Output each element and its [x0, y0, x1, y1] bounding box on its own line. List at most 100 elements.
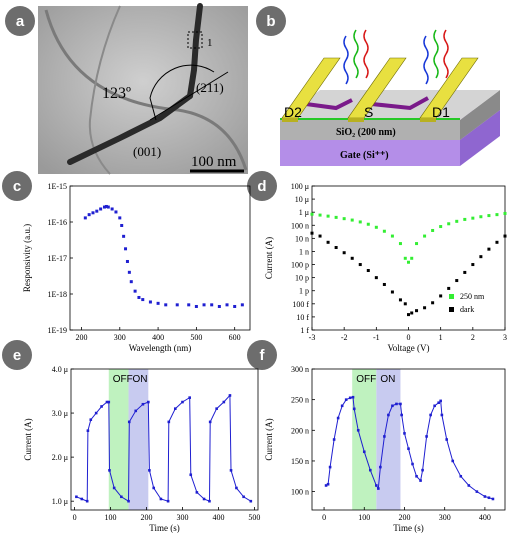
selected-region-box — [187, 31, 203, 49]
data-point — [124, 247, 128, 251]
data-point — [400, 413, 403, 417]
data-point — [173, 407, 177, 410]
data-point — [100, 405, 103, 408]
light-ray-green-1 — [353, 29, 359, 79]
data-point — [332, 438, 336, 441]
legend-swatch — [449, 307, 454, 312]
light-ray-green-2 — [433, 29, 439, 79]
data-point — [423, 306, 427, 310]
data-point — [208, 420, 212, 424]
y-tick-label: 1 μ — [299, 208, 309, 217]
data-point — [105, 400, 109, 404]
data-point — [447, 286, 451, 290]
x-tick-label: 400 — [152, 333, 164, 342]
data-point — [366, 222, 370, 226]
data-point — [326, 214, 330, 218]
y-tick-label: 3.0 μ — [52, 409, 68, 418]
data-point — [471, 216, 475, 220]
data-point — [348, 396, 352, 400]
data-point — [195, 491, 199, 494]
scale-bar-label: 100 nm — [191, 154, 237, 170]
interface-layer — [280, 118, 460, 120]
y-tick-label: 1 p — [299, 287, 309, 296]
data-point — [374, 276, 378, 280]
y-tick-label: 1 n — [299, 247, 309, 256]
data-point — [134, 409, 138, 413]
data-point — [425, 435, 428, 438]
data-point — [318, 213, 322, 217]
data-point — [407, 313, 410, 317]
plot-frame — [311, 185, 506, 331]
chart-responsivity: 200 300 400 500 600 1E-19 1E-18 1E-17 1E-16 1E-15… — [22, 182, 251, 353]
data-point — [495, 240, 499, 244]
data-point — [120, 223, 124, 227]
data-point — [483, 495, 487, 498]
plot-frame — [70, 368, 259, 511]
data-point — [419, 479, 422, 482]
data-point — [310, 212, 314, 216]
data-point — [391, 404, 394, 408]
label-d1: D1 — [432, 104, 450, 120]
data-point — [390, 290, 394, 294]
data-point — [479, 255, 483, 259]
data-point — [415, 474, 418, 478]
data-point — [459, 474, 463, 478]
x-tick-label: 500 — [190, 333, 202, 342]
label-oxide: SiO₂ (200 nm) — [336, 127, 396, 138]
data-point — [439, 399, 442, 403]
data-point — [340, 404, 344, 408]
data-point — [189, 473, 193, 477]
data-point — [431, 228, 435, 232]
data-point — [342, 251, 346, 255]
x-tick-label: 300 — [114, 333, 126, 342]
y-tick-label: 100 f — [292, 300, 309, 309]
data-point — [407, 260, 410, 264]
nanowire-channel — [305, 96, 429, 111]
data-point — [75, 495, 78, 499]
data-point — [429, 413, 432, 417]
data-point — [437, 401, 440, 405]
data-point — [415, 242, 419, 246]
y-tick-label: 150 n — [291, 457, 309, 466]
data-point — [141, 298, 145, 302]
gate-side-face — [460, 110, 500, 166]
data-point — [334, 246, 338, 250]
data-point — [503, 211, 507, 215]
data-point — [439, 294, 443, 298]
chart-switching-e: 0 100 200 300 400 500 1.0 μ 2.0 μ 3.0 μ 4.0 μ Time… — [23, 365, 260, 533]
x-axis-label: Voltage (V) — [387, 343, 429, 353]
data-point — [410, 256, 414, 260]
panel-b: b D2 S D1 SiO₂ (200 nm) Gate (Si⁺⁺) — [256, 6, 500, 166]
on-label-f: ON — [380, 374, 395, 385]
panel-label-f-badge — [247, 340, 277, 370]
light-ray-red-2 — [443, 29, 449, 79]
electrode-s-front — [348, 118, 364, 122]
data-point — [147, 400, 150, 404]
label-s: S — [364, 104, 373, 120]
data-point — [127, 499, 130, 503]
data-point — [217, 304, 221, 308]
data-point — [479, 215, 483, 219]
data-point — [491, 497, 495, 501]
panel-label-a-badge — [5, 6, 35, 36]
data-point — [395, 402, 398, 406]
x-tick-label: 0 — [407, 333, 411, 342]
data-point — [127, 420, 131, 424]
y-tick-label: 100 n — [291, 221, 309, 230]
data-point — [85, 499, 89, 503]
x-tick-label: 200 — [75, 333, 87, 342]
data-point — [467, 484, 471, 487]
data-point — [415, 309, 419, 313]
angle-arc — [149, 64, 215, 99]
x-tick-label: 400 — [212, 513, 224, 522]
tem-image — [38, 6, 248, 174]
y-tick-label: 4.0 μ — [52, 365, 68, 374]
data-point — [403, 256, 407, 260]
data-point — [108, 469, 111, 472]
x-tick-label: 2 — [471, 333, 475, 342]
data-point — [91, 211, 95, 215]
tem-grid-edge-2 — [88, 5, 121, 175]
x-tick-label: 3 — [503, 333, 507, 342]
panel-label-b-badge — [256, 6, 286, 36]
data-point — [350, 218, 354, 222]
